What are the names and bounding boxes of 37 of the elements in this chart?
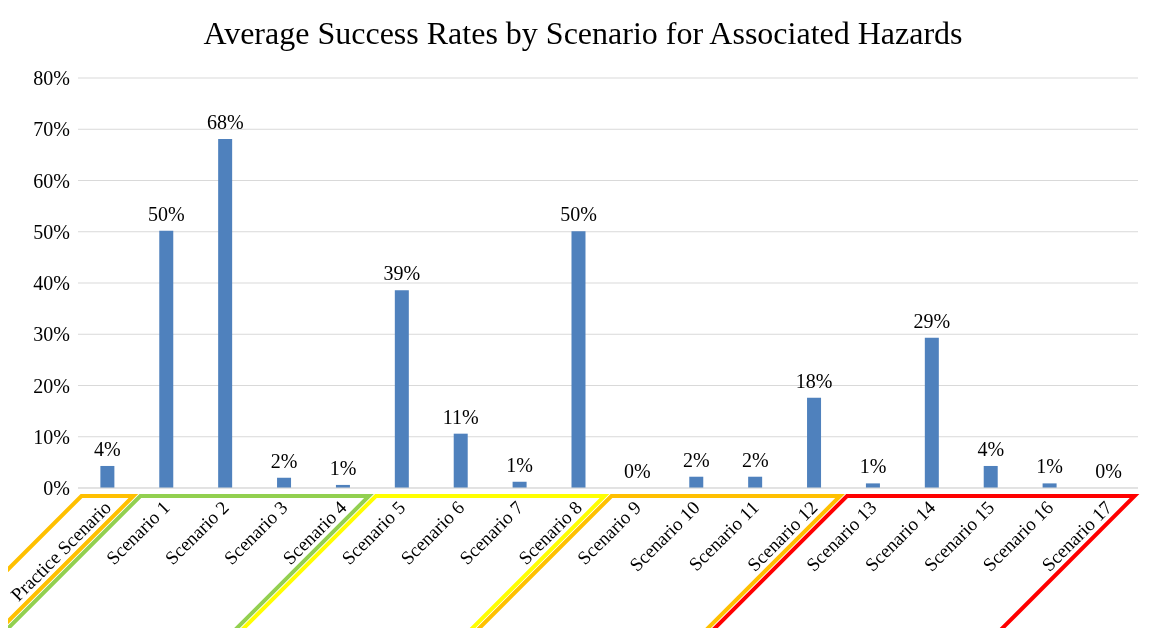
- y-tick-label: 10%: [33, 425, 70, 448]
- y-tick-label: 50%: [33, 220, 70, 243]
- data-label: 68%: [206, 110, 244, 133]
- data-label: 2%: [683, 448, 710, 471]
- chart-title: Average Success Rates by Scenario for Associated Hazards: [202, 14, 964, 53]
- data-label: 4%: [977, 437, 1005, 460]
- data-label: 1%: [859, 455, 887, 478]
- y-tick-label: 30%: [33, 323, 70, 346]
- y-tick-label: 80%: [33, 67, 70, 90]
- data-label: 50%: [148, 202, 185, 225]
- bar: [983, 465, 998, 488]
- data-label: 29%: [913, 309, 951, 332]
- data-label: 4%: [94, 437, 121, 460]
- bar: [924, 337, 939, 488]
- data-label: 50%: [560, 203, 597, 226]
- y-tick-label: 60%: [33, 169, 70, 192]
- bar: [218, 138, 233, 488]
- data-label: 1%: [506, 453, 533, 476]
- bar: [571, 231, 586, 488]
- data-label: 2%: [270, 449, 298, 472]
- data-label: 11%: [442, 405, 479, 428]
- y-tick-label: 20%: [33, 374, 70, 397]
- bar: [100, 465, 115, 488]
- y-tick-label: 0%: [43, 477, 70, 500]
- y-tick-label: 70%: [33, 118, 70, 141]
- bar: [453, 433, 468, 488]
- data-label: 2%: [741, 448, 769, 471]
- data-label: 18%: [795, 369, 833, 392]
- data-label: 0%: [1095, 460, 1122, 482]
- bar: [159, 230, 174, 488]
- data-label: 1%: [329, 456, 357, 479]
- y-tick-label: 40%: [33, 272, 70, 295]
- data-label: 1%: [1036, 455, 1063, 478]
- bar: [807, 397, 822, 488]
- bar: [394, 290, 409, 488]
- data-label: 39%: [383, 262, 421, 285]
- data-label: 0%: [624, 460, 651, 482]
